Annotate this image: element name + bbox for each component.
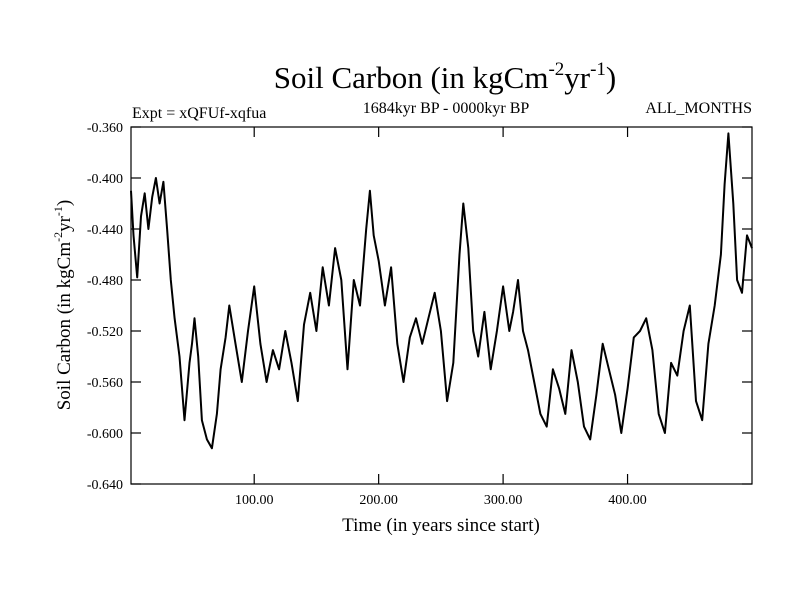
y-tick-label: -0.520 bbox=[87, 325, 123, 340]
y-axis-label-sup1: -2 bbox=[51, 232, 65, 242]
chart-title: Soil Carbon (in kgCm-2yr-1) bbox=[274, 59, 617, 95]
x-tick-label: 300.00 bbox=[484, 493, 523, 508]
chart-title-end: ) bbox=[606, 60, 616, 95]
y-tick-label: -0.560 bbox=[87, 376, 123, 391]
subtitle-center: 1684kyr BP - 0000kyr BP bbox=[363, 100, 530, 117]
plot-frame bbox=[130, 126, 753, 485]
x-axis-label: Time (in years since start) bbox=[342, 515, 540, 536]
y-axis-label-end: ) bbox=[54, 200, 75, 206]
x-tick-label: 100.00 bbox=[235, 493, 274, 508]
y-axis-label-sup2: -1 bbox=[51, 206, 65, 216]
y-axis-label-main: Soil Carbon (in kgCm bbox=[54, 242, 75, 411]
y-tick-label: -0.600 bbox=[87, 427, 123, 442]
series-line-soil-carbon bbox=[130, 132, 753, 450]
y-tick-label: -0.440 bbox=[87, 223, 123, 238]
subtitle-left: Expt = xQFUf-xqfua bbox=[132, 105, 266, 122]
x-axis: 100.00 200.00 300.00 400.00 bbox=[235, 127, 647, 508]
x-tick-label: 200.00 bbox=[359, 493, 398, 508]
chart-title-main: Soil Carbon (in kgCm bbox=[274, 60, 549, 95]
y-axis: -0.360 -0.400 -0.440 -0.480 -0.520 -0.560 -0.6… bbox=[87, 121, 752, 493]
y-tick-label: -0.640 bbox=[87, 478, 123, 493]
y-tick-label: -0.360 bbox=[87, 121, 123, 136]
chart-title-mid: yr bbox=[564, 60, 591, 95]
x-tick-label: 400.00 bbox=[608, 493, 647, 508]
y-axis-label-mid: yr bbox=[54, 215, 75, 232]
subtitle-right: ALL_MONTHS bbox=[645, 100, 752, 117]
chart-title-sup2: -1 bbox=[590, 59, 606, 80]
chart-title-sup1: -2 bbox=[548, 59, 564, 80]
y-tick-label: -0.480 bbox=[87, 274, 123, 289]
y-tick-label: -0.400 bbox=[87, 172, 123, 187]
y-axis-label: Soil Carbon (in kgCm-2yr-1) bbox=[51, 200, 75, 411]
